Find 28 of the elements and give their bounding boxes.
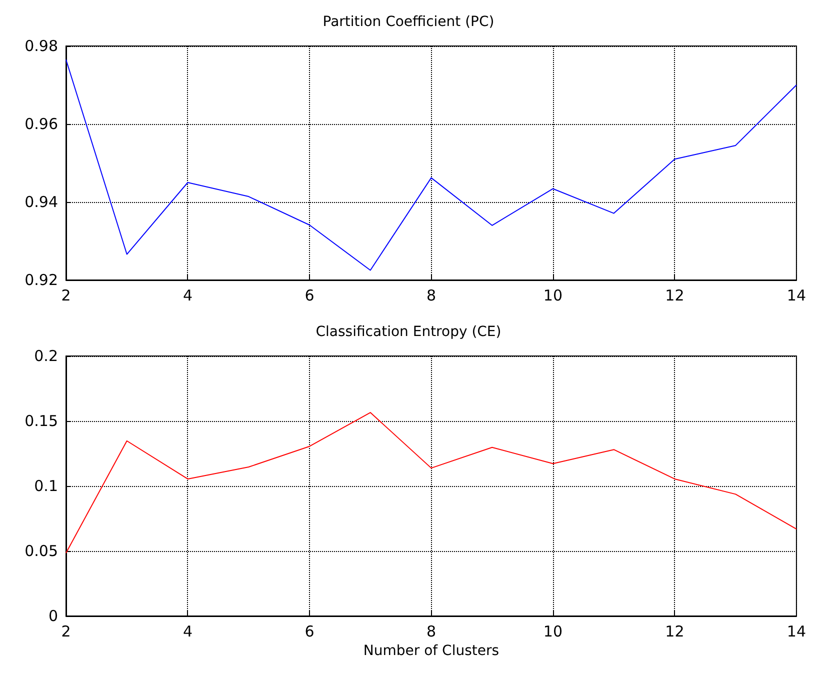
x-tick-label: 10 — [543, 622, 563, 640]
y-tick-label: 0.15 — [24, 412, 58, 430]
x-tick-label: 2 — [61, 286, 71, 304]
x-tick-label: 4 — [182, 286, 193, 304]
chart-title: Partition Coefficient (PC) — [322, 14, 494, 30]
x-tick-label: 12 — [665, 622, 684, 640]
x-tick-label: 14 — [786, 286, 806, 304]
x-tick-label: 10 — [543, 286, 563, 304]
y-tick-label: 0.94 — [24, 193, 58, 211]
line-series — [66, 412, 797, 554]
y-tick-label: 0.98 — [24, 37, 58, 55]
x-tick-label: 4 — [182, 622, 193, 640]
y-tick-label: 0.96 — [24, 115, 58, 133]
y-tick-label: 0.2 — [34, 347, 58, 365]
y-tick-label: 0 — [48, 607, 58, 625]
x-tick-label: 8 — [426, 286, 436, 304]
x-tick-label: 2 — [61, 622, 71, 640]
x-axis-title: Number of Clusters — [363, 642, 500, 659]
x-tick-label: 8 — [426, 622, 436, 640]
y-tick-label: 0.92 — [24, 271, 58, 289]
x-tick-label: 12 — [665, 286, 684, 304]
y-tick-label: 0.1 — [34, 477, 58, 495]
line-series — [66, 59, 797, 271]
chart-title: Classification Entropy (CE) — [316, 324, 502, 340]
x-tick-label: 6 — [304, 286, 314, 304]
x-tick-label: 14 — [786, 622, 806, 640]
x-tick-label: 6 — [304, 622, 314, 640]
y-tick-label: 0.05 — [24, 542, 58, 560]
